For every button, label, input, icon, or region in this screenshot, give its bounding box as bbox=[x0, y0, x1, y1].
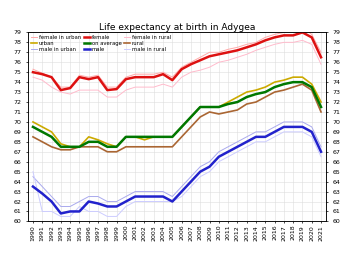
Legend: female in urban, urban, male in urban, female, on average, male, female in rural: female in urban, urban, male in urban, f… bbox=[31, 35, 171, 52]
Title: Life expectancy at birth in Adygea: Life expectancy at birth in Adygea bbox=[99, 23, 255, 32]
